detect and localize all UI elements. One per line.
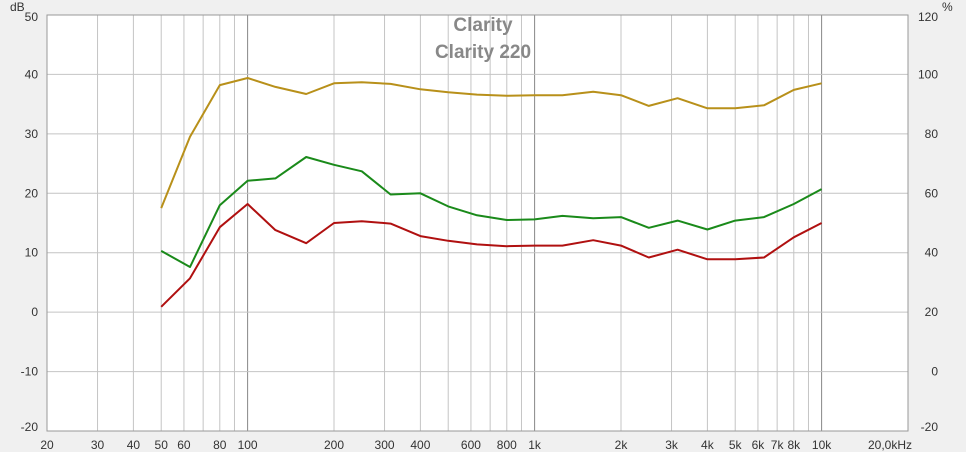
- plot-border: [46, 14, 909, 432]
- x-tick-label: 4k: [701, 438, 715, 452]
- y-tick-label: 20: [25, 186, 39, 200]
- y2-tick-label: 40: [925, 246, 939, 260]
- x-tick-label: 100: [238, 438, 258, 452]
- x-tick-label: 200: [324, 438, 344, 452]
- y2-tick-label: 100: [918, 67, 938, 81]
- x-tick-label: 50: [155, 438, 169, 452]
- x-tick-label: 2k: [615, 438, 629, 452]
- y-tick-label: -10: [21, 365, 39, 379]
- x-tick-label: 6k: [752, 438, 766, 452]
- series-line-2: [160, 156, 823, 268]
- x-tick-label: 60: [177, 438, 191, 452]
- y-tick-label: 50: [25, 10, 39, 24]
- x-tick-label: 30: [91, 438, 105, 452]
- x-tick-label: 3k: [665, 438, 679, 452]
- x-tick-label: 600: [461, 438, 481, 452]
- y-axis-label: dB: [10, 0, 25, 14]
- x-tick-label: 40: [127, 438, 141, 452]
- y-tick-label: -20: [21, 420, 39, 434]
- y2-tick-label: 60: [925, 186, 939, 200]
- y2-tick-label: 120: [918, 10, 938, 24]
- y-tick-label: 10: [25, 246, 39, 260]
- x-tick-label: 800: [497, 438, 517, 452]
- x-tick-label: 400: [410, 438, 430, 452]
- y2-tick-label: 80: [925, 127, 939, 141]
- x-tick-label: 20: [40, 438, 54, 452]
- y2-tick-label: -20: [921, 420, 939, 434]
- y-tick-label: 40: [25, 67, 39, 81]
- x-tick-label: 7k: [771, 438, 785, 452]
- x-tick-label: 20,0kHz: [868, 438, 912, 452]
- chart-subtitle: Clarity 220: [435, 42, 531, 63]
- x-tick-label: 8k: [787, 438, 801, 452]
- plot-area: [47, 15, 908, 431]
- x-tick-label: 5k: [729, 438, 743, 452]
- y2-tick-label: 20: [925, 305, 939, 319]
- chart-title: Clarity: [453, 15, 513, 36]
- x-tick-label: 300: [375, 438, 395, 452]
- series-line-1: [160, 77, 822, 209]
- series-line-3: [160, 203, 823, 308]
- y2-axis-label: %: [942, 0, 953, 14]
- x-tick-label: 10k: [812, 438, 832, 452]
- y2-tick-label: 0: [931, 365, 938, 379]
- y-tick-label: 0: [31, 305, 38, 319]
- x-tick-label: 1k: [528, 438, 542, 452]
- x-tick-label: 80: [213, 438, 227, 452]
- y-tick-label: 30: [25, 127, 39, 141]
